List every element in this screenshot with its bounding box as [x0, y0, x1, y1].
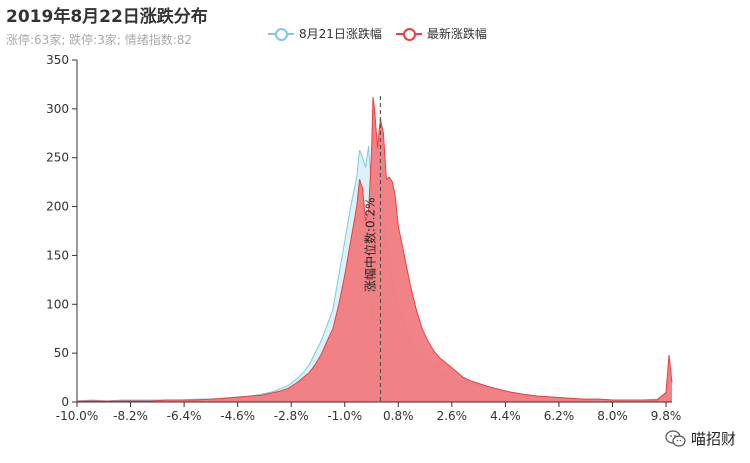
y-tick-label: 350 — [46, 53, 69, 67]
chart-subtitle: 涨停:63家; 跌停:3家; 情绪指数:82 — [6, 33, 193, 47]
median-line-label: 涨幅中位数:0.2% — [362, 197, 377, 292]
wechat-icon — [665, 429, 686, 447]
x-tick-label: -1.0% — [327, 409, 362, 423]
y-tick-label: 100 — [46, 297, 69, 311]
watermark-text: 喵招财 — [690, 430, 736, 448]
x-tick-label: 6.2% — [544, 409, 575, 423]
x-tick-label: 8.0% — [597, 409, 628, 423]
x-tick-label: 2.6% — [437, 409, 468, 423]
x-tick-label: 4.4% — [490, 409, 521, 423]
legend-item-prev[interactable]: 8月21日涨跌幅 — [268, 25, 382, 42]
x-tick-label: 0.8% — [383, 409, 414, 423]
legend: 8月21日涨跌幅 最新涨跌幅 — [268, 25, 487, 42]
x-tick-label: -8.2% — [113, 409, 148, 423]
x-tick-label: -10.0% — [56, 409, 98, 423]
y-tick-label: 250 — [46, 151, 69, 165]
series-line-1 — [77, 97, 673, 402]
legend-label-prev: 8月21日涨跌幅 — [299, 27, 382, 41]
y-tick-label: 300 — [46, 102, 69, 116]
legend-swatch-latest — [395, 27, 422, 41]
chart-title: 2019年8月22日涨跌分布 — [6, 7, 208, 27]
x-tick-label: -2.8% — [274, 409, 309, 423]
y-tick-label: 150 — [46, 248, 69, 262]
y-tick-label: 50 — [54, 346, 69, 360]
x-tick-label: -4.6% — [220, 409, 255, 423]
x-tick-label: 9.8% — [651, 409, 682, 423]
y-tick-label: 0 — [61, 395, 69, 409]
legend-item-latest[interactable]: 最新涨跌幅 — [395, 25, 487, 42]
legend-swatch-prev — [268, 27, 294, 41]
x-tick-label: -6.4% — [167, 409, 202, 423]
legend-label-latest: 最新涨跌幅 — [426, 27, 487, 41]
watermark: 喵招财 — [665, 428, 736, 449]
series-area-1 — [77, 97, 672, 402]
y-tick-label: 200 — [46, 200, 69, 214]
